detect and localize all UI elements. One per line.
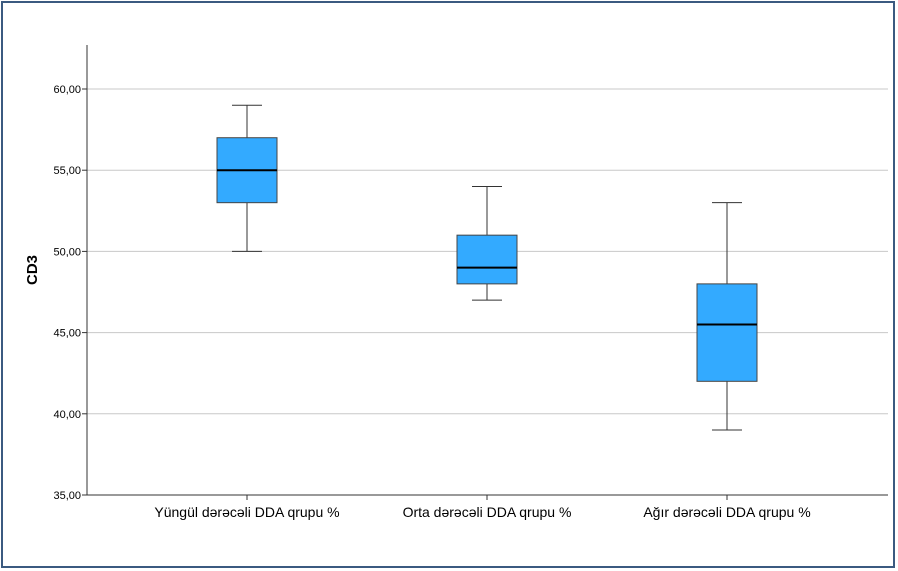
- y-tick-label: 60,00: [53, 84, 81, 96]
- y-axis-ticks: 35,00 40,00 45,00 50,00 55,00 60,00: [53, 84, 87, 502]
- category-label: Orta dərəcəli DDA qrupu %: [403, 504, 572, 520]
- y-axis-title: CD3: [24, 255, 41, 285]
- iqr-box: [457, 235, 517, 284]
- x-axis-categories: Yüngül dərəcəli DDA qrupu % Orta dərəcəli…: [154, 495, 810, 520]
- y-tick-label: 55,00: [53, 165, 81, 177]
- boxes: [217, 105, 757, 430]
- iqr-box: [697, 284, 757, 381]
- y-tick-label: 40,00: [53, 409, 81, 421]
- y-tick-label: 45,00: [53, 328, 81, 340]
- category-label: Ağır dərəcəli DDA qrupu %: [643, 504, 810, 520]
- box-1: [217, 105, 277, 251]
- category-label: Yüngül dərəcəli DDA qrupu %: [154, 504, 339, 520]
- box-2: [457, 186, 517, 300]
- y-tick-label: 35,00: [53, 490, 81, 502]
- box-3: [697, 203, 757, 430]
- y-tick-label: 50,00: [53, 246, 81, 258]
